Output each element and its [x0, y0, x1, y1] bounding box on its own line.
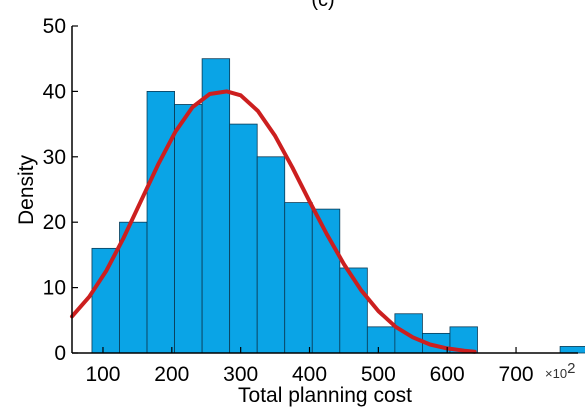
histogram-bar: [119, 221, 148, 354]
chart-title: (c): [311, 0, 334, 11]
x-tick-label: 300: [223, 363, 258, 386]
histogram-bar: [559, 346, 585, 354]
x-tick-label: 400: [292, 363, 327, 386]
x-tick-label: 500: [361, 363, 396, 386]
x-axis-ticks: 100 200 300 400 500 600 700: [85, 347, 534, 386]
axes: [71, 26, 578, 354]
x-axis-multiplier: ×102: [545, 360, 575, 381]
histogram-bar: [91, 247, 120, 354]
y-tick-label: 50: [43, 15, 66, 38]
x-tick-label: 700: [499, 363, 534, 386]
x-axis-multiplier-base: ×10: [545, 366, 567, 381]
density-fit-curve: [70, 89, 477, 354]
x-tick-label: 200: [154, 363, 189, 386]
x-axis-multiplier-exponent: 2: [567, 360, 575, 377]
y-tick-label: 40: [43, 80, 66, 103]
histogram-bar: [366, 326, 396, 354]
histogram-bar: [284, 202, 313, 354]
x-tick-label: 600: [430, 363, 465, 386]
histogram-bar: [146, 91, 175, 354]
y-tick-label: 10: [43, 277, 66, 300]
histogram-bars: [91, 58, 585, 354]
y-tick-label: 30: [43, 146, 66, 169]
y-axis-label: Density: [15, 154, 38, 225]
y-axis-ticks: 0 10 20 30 40 50: [43, 15, 78, 365]
x-axis-label: Total planning cost: [238, 384, 412, 407]
histogram-bar: [256, 156, 286, 354]
histogram-bar: [201, 58, 231, 354]
x-tick-label: 100: [85, 363, 120, 386]
y-tick-label: 0: [54, 342, 66, 365]
y-tick-label: 20: [43, 211, 66, 234]
histogram-bar: [229, 123, 258, 354]
histogram-bar: [174, 104, 203, 354]
